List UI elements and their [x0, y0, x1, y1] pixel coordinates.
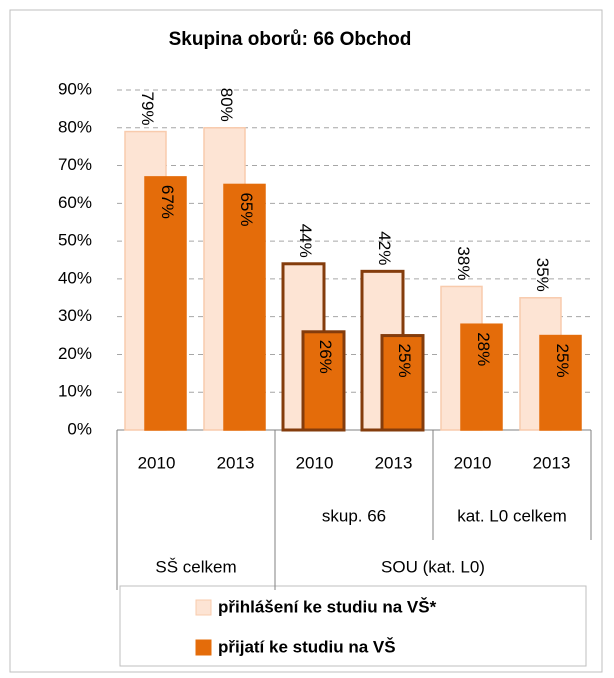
category-group-label: SŠ celkem	[155, 557, 236, 576]
legend-label: přihlášení ke studiu na VŠ*	[218, 597, 437, 616]
y-tick-label: 70%	[58, 155, 92, 174]
legend-label: přijatí ke studiu na VŠ	[218, 637, 396, 656]
value-label: 65%	[237, 192, 256, 226]
x-tick-label: 2013	[375, 453, 413, 472]
y-tick-label: 0%	[67, 419, 92, 438]
x-tick-label: 2013	[217, 453, 255, 472]
value-label: 25%	[553, 344, 572, 378]
value-label: 35%	[533, 258, 552, 292]
category-group-label: kat. L0 celkem	[457, 506, 567, 525]
value-label: 79%	[138, 92, 157, 126]
bar	[301, 330, 346, 432]
x-tick-label: 2013	[533, 453, 571, 472]
bar	[539, 334, 582, 431]
y-tick-label: 40%	[58, 268, 92, 287]
y-tick-label: 20%	[58, 344, 92, 363]
value-label: 67%	[158, 185, 177, 219]
value-label: 42%	[375, 231, 394, 265]
category-group-label: SOU (kat. L0)	[381, 557, 485, 576]
bar	[460, 323, 503, 431]
value-label: 26%	[316, 340, 335, 374]
y-tick-label: 10%	[58, 382, 92, 401]
y-tick-label: 60%	[58, 193, 92, 212]
value-label: 25%	[395, 344, 414, 378]
y-tick-label: 50%	[58, 231, 92, 250]
bar	[380, 334, 425, 432]
legend-swatch	[195, 639, 212, 656]
chart-title: Skupina oborů: 66 Obchod	[169, 29, 412, 50]
x-tick-label: 2010	[138, 453, 176, 472]
bar	[223, 183, 266, 431]
value-label: 44%	[296, 224, 315, 258]
value-label: 80%	[217, 88, 236, 122]
y-tick-label: 30%	[58, 306, 92, 325]
y-tick-label: 80%	[58, 117, 92, 136]
value-label: 38%	[454, 246, 473, 280]
bar	[144, 176, 187, 431]
value-label: 28%	[474, 332, 493, 366]
x-tick-label: 2010	[454, 453, 492, 472]
legend-swatch	[195, 599, 212, 616]
y-tick-label: 90%	[58, 79, 92, 98]
x-tick-label: 2010	[296, 453, 334, 472]
category-group-label: skup. 66	[322, 506, 386, 525]
